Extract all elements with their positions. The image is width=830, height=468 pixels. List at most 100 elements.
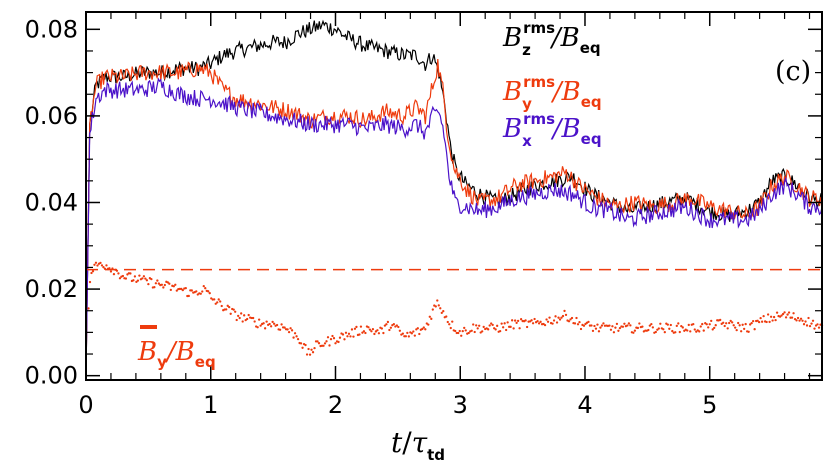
series-point	[401, 332, 405, 335]
series-point	[389, 326, 393, 329]
series-point	[430, 317, 433, 320]
series-point	[424, 328, 427, 331]
series-point	[190, 289, 193, 292]
series-point	[519, 318, 523, 321]
series-point	[329, 338, 333, 341]
series-point	[328, 344, 331, 347]
mean-field-label-text: By/Beq	[137, 337, 216, 371]
series-point	[725, 322, 728, 325]
series-point	[262, 322, 265, 325]
series-point	[509, 325, 512, 328]
series-point	[593, 324, 596, 328]
series-point	[259, 324, 262, 327]
series-point	[558, 318, 562, 321]
series-point	[594, 327, 598, 330]
series-point	[153, 286, 156, 289]
series-point	[510, 319, 514, 322]
series-point	[811, 319, 815, 322]
series-point	[147, 283, 150, 286]
series-point	[501, 326, 505, 329]
series-point	[142, 275, 146, 278]
series-point	[278, 328, 282, 331]
series-point	[816, 323, 819, 326]
series-point	[674, 331, 677, 334]
series-point	[217, 298, 220, 301]
series-point	[238, 316, 241, 320]
panel-label: (c)	[775, 56, 811, 87]
series-point	[677, 322, 680, 325]
series-point	[766, 313, 770, 316]
series-point	[331, 334, 334, 338]
series-point	[804, 320, 807, 323]
series-point	[524, 319, 527, 322]
series-point	[596, 323, 599, 326]
series-point	[781, 312, 785, 316]
series-point	[437, 304, 440, 307]
series-point	[710, 319, 713, 323]
series-point	[293, 332, 297, 335]
series-point	[747, 330, 750, 333]
series-point	[431, 308, 434, 311]
series-point	[287, 330, 291, 334]
series-point	[482, 325, 485, 329]
series-point	[798, 319, 801, 322]
series-point	[751, 320, 755, 323]
series-point	[334, 342, 337, 345]
series-point	[539, 320, 542, 323]
series-point	[608, 324, 611, 327]
series-point	[338, 336, 342, 339]
series-point	[269, 325, 273, 328]
series-point	[731, 321, 734, 324]
series-point	[449, 326, 452, 330]
legend-entry-bz: Brms z/Beq	[502, 19, 601, 59]
series-point	[750, 321, 753, 325]
series-point	[226, 304, 229, 307]
series-point	[748, 323, 752, 326]
series-point	[145, 279, 149, 282]
series-point	[184, 286, 187, 290]
series-point	[740, 330, 743, 333]
series-point	[737, 321, 740, 325]
series-mean-by-dotted	[87, 261, 824, 356]
series-point	[551, 322, 554, 325]
series-line-b-y-rms-b-eq	[85, 59, 823, 376]
series-point	[413, 334, 416, 337]
series-point	[407, 335, 410, 338]
series-point	[647, 328, 650, 332]
series-point	[771, 319, 774, 322]
series-point	[774, 318, 777, 322]
series-point	[573, 322, 577, 325]
series-point	[395, 324, 399, 327]
series-point	[355, 325, 358, 329]
y-tick-label: 0.06	[25, 102, 78, 130]
series-point	[488, 324, 491, 327]
series-point	[775, 311, 779, 314]
series-point	[296, 338, 300, 341]
series-point	[769, 315, 773, 318]
series-point	[135, 280, 138, 284]
series-point	[627, 322, 631, 325]
series-point	[802, 323, 806, 326]
series-point	[133, 275, 137, 278]
series-point	[292, 336, 295, 339]
series-point	[590, 324, 593, 327]
series-point	[659, 322, 662, 325]
series-point	[286, 328, 289, 331]
series-point	[124, 277, 128, 280]
series-point	[792, 312, 795, 315]
series-point	[112, 273, 116, 276]
series-point	[555, 321, 559, 324]
series-layer	[85, 19, 824, 376]
series-point	[657, 327, 660, 330]
series-point	[290, 329, 294, 332]
series-point	[219, 300, 222, 303]
series-point	[368, 328, 372, 331]
series-point	[376, 329, 379, 332]
series-point	[457, 331, 460, 335]
series-point	[94, 261, 98, 264]
series-point	[772, 315, 776, 319]
series-point	[448, 323, 451, 326]
series-point	[693, 328, 696, 331]
series-point	[352, 335, 355, 338]
series-point	[552, 319, 556, 322]
